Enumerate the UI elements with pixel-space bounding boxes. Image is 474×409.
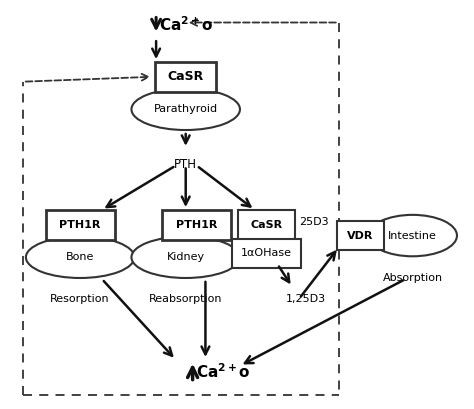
FancyBboxPatch shape [46,210,115,240]
Text: 25D3: 25D3 [299,217,329,227]
Text: PTH: PTH [174,157,197,171]
Text: 1αOHase: 1αOHase [241,248,292,258]
Text: PTH1R: PTH1R [176,220,217,230]
Text: CaSR: CaSR [168,70,204,83]
Text: VDR: VDR [347,231,374,240]
Text: Bone: Bone [66,252,94,262]
Ellipse shape [26,236,135,278]
Text: Reabsorption: Reabsorption [149,294,222,304]
Text: Kidney: Kidney [167,252,205,262]
Text: $\bf{Ca^{2+}o}$: $\bf{Ca^{2+}o}$ [196,362,250,381]
FancyBboxPatch shape [155,62,216,92]
Ellipse shape [368,215,457,256]
Text: 1,25D3: 1,25D3 [285,294,326,304]
Text: Absorption: Absorption [383,273,443,283]
Ellipse shape [131,89,240,130]
FancyBboxPatch shape [337,221,384,250]
Text: CaSR: CaSR [251,220,283,230]
Text: Parathyroid: Parathyroid [154,104,218,114]
Text: PTH1R: PTH1R [59,220,101,230]
Text: $\bf{Ca^{2+}o}$: $\bf{Ca^{2+}o}$ [159,15,213,34]
FancyBboxPatch shape [232,238,301,268]
Ellipse shape [131,236,240,278]
Text: Intestine: Intestine [388,231,437,240]
Text: Resorption: Resorption [50,294,110,304]
FancyBboxPatch shape [238,210,295,240]
FancyBboxPatch shape [162,210,231,240]
